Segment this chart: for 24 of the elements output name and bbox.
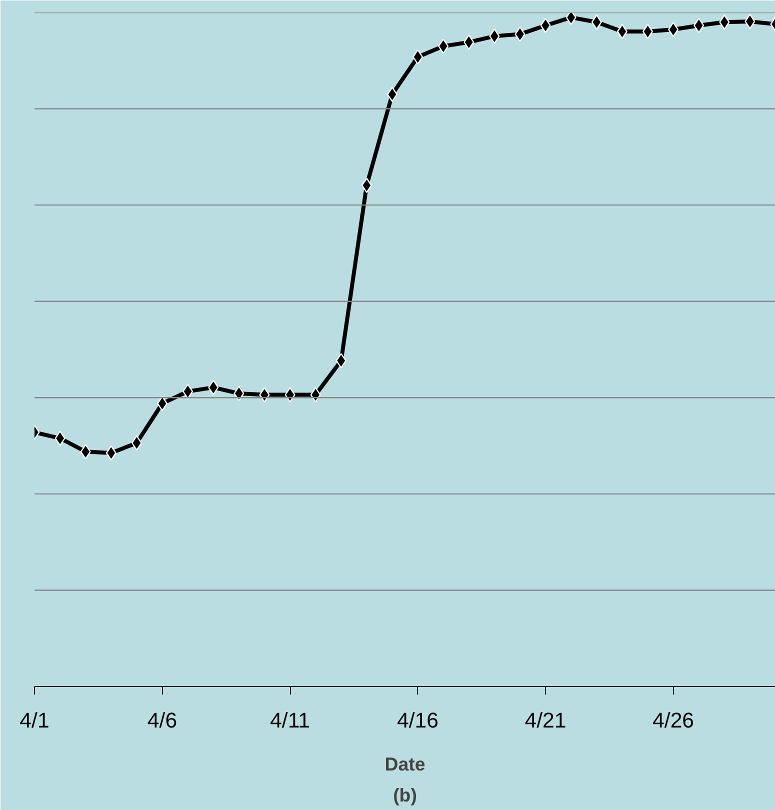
- point: [336, 353, 346, 368]
- point: [514, 26, 526, 42]
- point: [489, 28, 500, 44]
- point: [54, 430, 66, 446]
- point: [259, 387, 270, 402]
- x-tick-label: 4/21: [524, 708, 566, 732]
- point: [80, 444, 91, 460]
- point: [438, 38, 449, 54]
- point: [464, 34, 474, 50]
- x-tick-label: 4/1: [20, 708, 50, 732]
- point: [719, 14, 730, 30]
- x-axis-title: Date: [384, 754, 426, 774]
- text: (b): [393, 784, 417, 806]
- point: [310, 387, 321, 402]
- point: [591, 14, 602, 30]
- x-tick-label: 4/11: [270, 708, 310, 732]
- x-tick-label: 4/16: [397, 708, 439, 732]
- point: [642, 24, 654, 40]
- point: [361, 178, 372, 193]
- x-tick-label: 4/26: [652, 708, 694, 732]
- point: [156, 396, 168, 412]
- point: [386, 86, 398, 102]
- point: [284, 387, 296, 402]
- x-tick-label: 4/6: [147, 708, 178, 732]
